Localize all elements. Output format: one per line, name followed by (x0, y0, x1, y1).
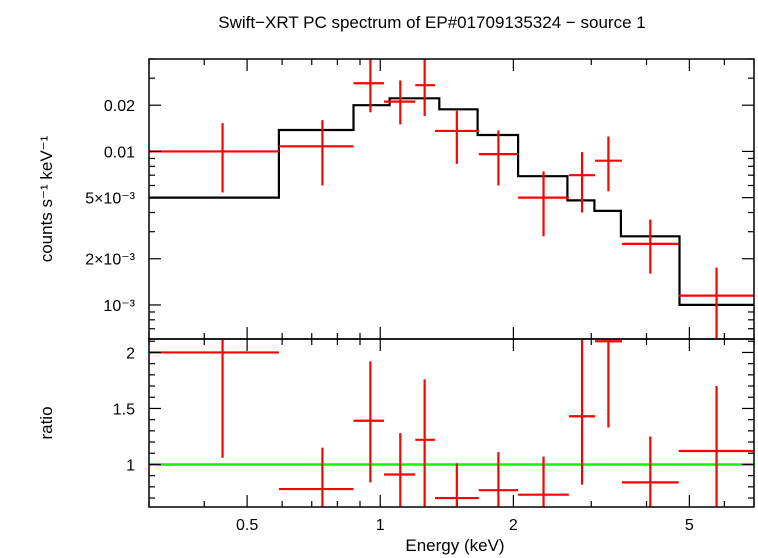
top-y-tick-labels: 0.02 0.01 5×10⁻³ 2×10⁻³ 10⁻³ (85, 98, 135, 315)
ratio-point-9 (568, 339, 596, 485)
spectrum-point-8 (518, 171, 569, 237)
ratio-point-11 (621, 436, 679, 507)
top-y-tick-label-3: 5×10⁻³ (85, 191, 135, 208)
spectrum-point-7 (478, 130, 519, 186)
ratio-point-6 (435, 463, 479, 507)
spectrum-data-points (149, 59, 754, 339)
bottom-y-tick-label-2: 1.5 (113, 401, 135, 418)
x-tick-labels: 0.5 1 2 5 (236, 517, 694, 534)
ratio-point-3 (353, 361, 385, 483)
ratio-point-4 (384, 433, 416, 507)
spectrum-point-10 (595, 136, 622, 192)
ratio-point-8 (518, 456, 569, 507)
ratio-data-points (149, 339, 754, 507)
spectrum-point-2 (278, 120, 354, 186)
bottom-y-tick-label-3: 1 (126, 457, 135, 474)
spectrum-point-12 (678, 267, 754, 339)
top-y-tick-label-2: 0.01 (104, 144, 135, 161)
bottom-y-tick-label-1: 2 (126, 345, 135, 362)
ratio-point-12 (678, 386, 754, 507)
x-tick-label-1: 0.5 (236, 517, 258, 534)
bottom-panel-ticks (148, 339, 755, 507)
spectrum-point-3 (353, 59, 385, 113)
x-tick-label-4: 5 (685, 517, 694, 534)
bottom-panel: 21.51 0.5 1 2 5 (113, 338, 755, 534)
top-y-axis-label: counts s⁻¹ keV⁻¹ (37, 135, 56, 262)
x-tick-label-3: 2 (509, 517, 518, 534)
x-axis-label: Energy (keV) (405, 536, 504, 555)
model-step-line (149, 97, 754, 306)
spectrum-point-5 (415, 59, 436, 117)
spectrum-point-9 (568, 152, 596, 213)
top-y-tick-label-4: 2×10⁻³ (85, 252, 135, 269)
model-step-path (149, 97, 754, 306)
chart-title: Swift−XRT PC spectrum of EP#01709135324 … (218, 13, 645, 32)
spectrum-point-11 (621, 219, 679, 274)
ratio-point-2 (278, 447, 354, 507)
ratio-point-5 (415, 379, 436, 507)
spectrum-point-6 (435, 110, 479, 164)
x-tick-label-2: 1 (376, 517, 385, 534)
bottom-panel-frame (148, 338, 755, 508)
spectrum-point-4 (384, 80, 416, 125)
top-panel-ticks (148, 58, 755, 339)
spectrum-point-1 (149, 123, 279, 193)
bottom-y-tick-labels: 21.51 (113, 345, 135, 474)
top-panel-frame (148, 58, 755, 340)
bottom-y-axis-label: ratio (37, 406, 56, 439)
ratio-point-1 (149, 339, 279, 458)
top-panel: 0.02 0.01 5×10⁻³ 2×10⁻³ 10⁻³ (85, 58, 755, 340)
top-y-tick-label-5: 10⁻³ (103, 298, 135, 315)
ratio-point-7 (478, 452, 519, 507)
top-y-tick-label-1: 0.02 (104, 98, 135, 115)
ratio-point-10 (595, 339, 622, 428)
